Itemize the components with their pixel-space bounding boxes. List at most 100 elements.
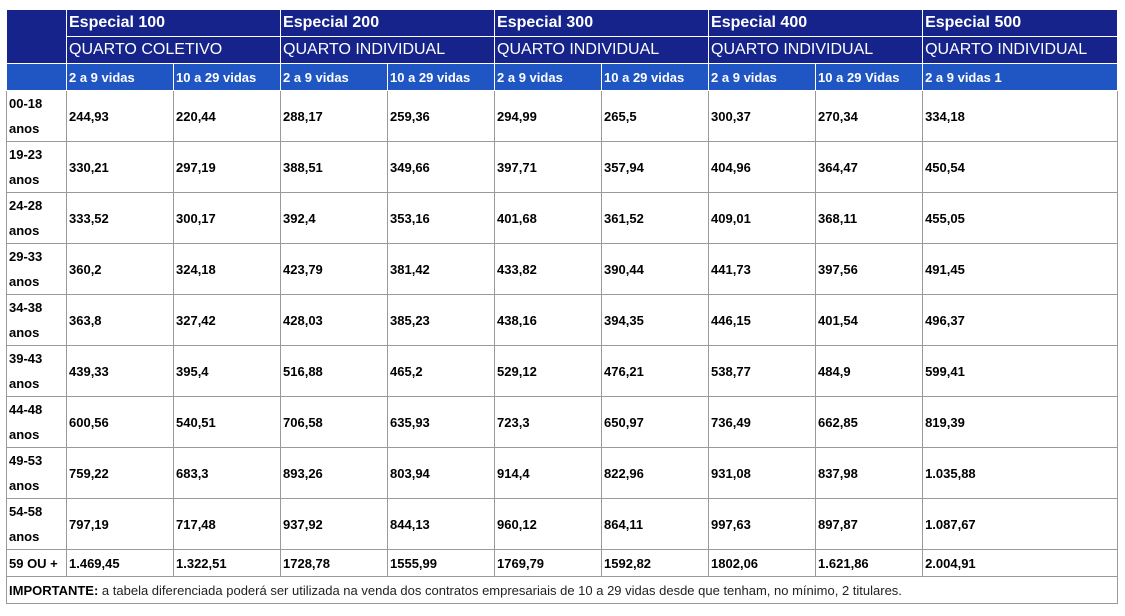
price-cell: 334,18 — [922, 90, 1119, 142]
price-cell: 324,18 — [172, 243, 282, 295]
table-row: 49-53 anos 759,22 683,3 893,26 803,94 914,4 82… — [6, 447, 1119, 499]
price-cell: 390,44 — [601, 243, 710, 295]
price-table-body: 00-18 anos 244,93 220,44 288,17 259,36 294,99… — [6, 90, 1119, 577]
room-type-row: QUARTO COLETIVO QUARTO INDIVIDUAL QUARTO… — [7, 36, 1119, 64]
price-cell: 388,51 — [280, 141, 389, 193]
room-type-especial-400: QUARTO INDIVIDUAL — [708, 36, 924, 64]
lives-range-header: 2 a 9 vidas 1 — [922, 63, 1119, 91]
price-cell: 349,66 — [387, 141, 496, 193]
price-cell: 450,54 — [922, 141, 1119, 193]
price-cell: 797,19 — [66, 498, 174, 550]
price-table-container: Especial 100 Especial 200 Especial 300 E… — [5, 9, 1119, 604]
plan-name-especial-400: Especial 400 — [708, 9, 924, 37]
price-cell: 353,16 — [387, 192, 496, 244]
price-cell: 683,3 — [172, 447, 282, 499]
plan-name-especial-100: Especial 100 — [65, 9, 282, 37]
price-cell: 244,93 — [66, 90, 174, 142]
price-cell: 368,11 — [815, 192, 924, 244]
note-label: IMPORTANTE: — [9, 582, 99, 598]
age-range-cell: 44-48 anos — [6, 396, 67, 448]
lives-range-corner — [6, 63, 67, 91]
price-cell: 446,15 — [708, 294, 817, 346]
price-cell: 401,54 — [815, 294, 924, 346]
price-cell: 441,73 — [708, 243, 817, 295]
age-range-cell: 54-58 anos — [6, 498, 67, 550]
price-cell: 333,52 — [66, 192, 174, 244]
table-row: 34-38 anos 363,8 327,42 428,03 385,23 438,16 3… — [6, 294, 1119, 346]
price-cell: 1728,78 — [280, 549, 389, 577]
age-range-cell: 19-23 anos — [6, 141, 67, 193]
price-cell: 1802,06 — [708, 549, 817, 577]
price-cell: 455,05 — [922, 192, 1119, 244]
price-cell: 635,93 — [387, 396, 496, 448]
price-cell: 401,68 — [494, 192, 603, 244]
age-range-cell: 24-28 anos — [6, 192, 67, 244]
price-cell: 220,44 — [172, 90, 282, 142]
price-cell: 931,08 — [708, 447, 817, 499]
price-cell: 294,99 — [494, 90, 603, 142]
price-cell: 438,16 — [494, 294, 603, 346]
price-cell: 717,48 — [172, 498, 282, 550]
table-row: 54-58 anos 797,19 717,48 937,92 844,13 960,12… — [6, 498, 1119, 550]
important-note: IMPORTANTE: a tabela diferenciada poderá… — [5, 576, 1119, 604]
price-cell: 819,39 — [922, 396, 1119, 448]
price-cell: 357,94 — [601, 141, 710, 193]
lives-range-header: 10 a 29 vidas — [601, 63, 710, 91]
price-cell: 538,77 — [708, 345, 817, 397]
lives-range-header: 2 a 9 vidas — [708, 63, 817, 91]
price-cell: 265,5 — [601, 90, 710, 142]
table-row: 59 OU +1.469,45 1.322,51 1728,78 1555,99 176… — [6, 549, 1119, 577]
room-type-especial-100: QUARTO COLETIVO — [65, 36, 282, 64]
plan-name-row: Especial 100 Especial 200 Especial 300 E… — [6, 9, 1119, 64]
plan-name-especial-300: Especial 300 — [494, 9, 710, 37]
lives-range-row: 2 a 9 vidas 10 a 29 vidas 2 a 9 vidas 10… — [6, 63, 1119, 91]
price-cell: 404,96 — [708, 141, 817, 193]
age-range-cell: 00-18 anos — [6, 90, 67, 142]
price-cell: 529,12 — [494, 345, 603, 397]
lives-range-header: 10 a 29 Vidas — [815, 63, 924, 91]
price-cell: 395,4 — [172, 345, 282, 397]
price-cell: 465,2 — [387, 345, 496, 397]
price-cell: 864,11 — [601, 498, 710, 550]
price-cell: 397,56 — [815, 243, 924, 295]
price-cell: 300,17 — [172, 192, 282, 244]
lives-range-header: 10 a 29 vidas — [172, 63, 282, 91]
price-cell: 2.004,91 — [922, 549, 1119, 577]
price-cell: 1.469,45 — [66, 549, 174, 577]
price-cell: 270,34 — [815, 90, 924, 142]
lives-range-header: 10 a 29 vidas — [387, 63, 496, 91]
table-row: 39-43 anos 439,33 395,4 516,88 465,2 529,12 47… — [6, 345, 1119, 397]
price-cell: 476,21 — [601, 345, 710, 397]
price-cell: 844,13 — [387, 498, 496, 550]
price-cell: 385,23 — [387, 294, 496, 346]
price-cell: 897,87 — [815, 498, 924, 550]
lives-range-header: 2 a 9 vidas — [280, 63, 389, 91]
price-cell: 914,4 — [494, 447, 603, 499]
table-row: 29-33 anos 360,2 324,18 423,79 381,42 433,82 3… — [6, 243, 1119, 295]
price-cell: 803,94 — [387, 447, 496, 499]
price-cell: 361,52 — [601, 192, 710, 244]
price-cell: 600,56 — [66, 396, 174, 448]
price-cell: 960,12 — [494, 498, 603, 550]
table-row: 24-28 anos 333,52 300,17 392,4 353,16 401,68 3… — [6, 192, 1119, 244]
price-cell: 1769,79 — [494, 549, 603, 577]
age-range-cell: 29-33 anos — [6, 243, 67, 295]
age-range-cell: 34-38 anos — [6, 294, 67, 346]
price-cell: 650,97 — [601, 396, 710, 448]
price-cell: 1555,99 — [387, 549, 496, 577]
price-cell: 394,35 — [601, 294, 710, 346]
price-cell: 409,01 — [708, 192, 817, 244]
price-table: Especial 100 Especial 200 Especial 300 E… — [5, 9, 1119, 604]
room-type-especial-300: QUARTO INDIVIDUAL — [494, 36, 710, 64]
table-row: 19-23 anos 330,21 297,19 388,51 349,66 397,71… — [6, 141, 1119, 193]
price-cell: 428,03 — [280, 294, 389, 346]
price-cell: 259,36 — [387, 90, 496, 142]
price-cell: 837,98 — [815, 447, 924, 499]
price-cell: 288,17 — [280, 90, 389, 142]
corner-cell — [6, 9, 67, 64]
price-cell: 392,4 — [280, 192, 389, 244]
price-cell: 1.322,51 — [172, 549, 282, 577]
price-cell: 330,21 — [66, 141, 174, 193]
note-text: a tabela diferenciada poderá ser utiliza… — [98, 582, 902, 598]
price-cell: 496,37 — [922, 294, 1119, 346]
